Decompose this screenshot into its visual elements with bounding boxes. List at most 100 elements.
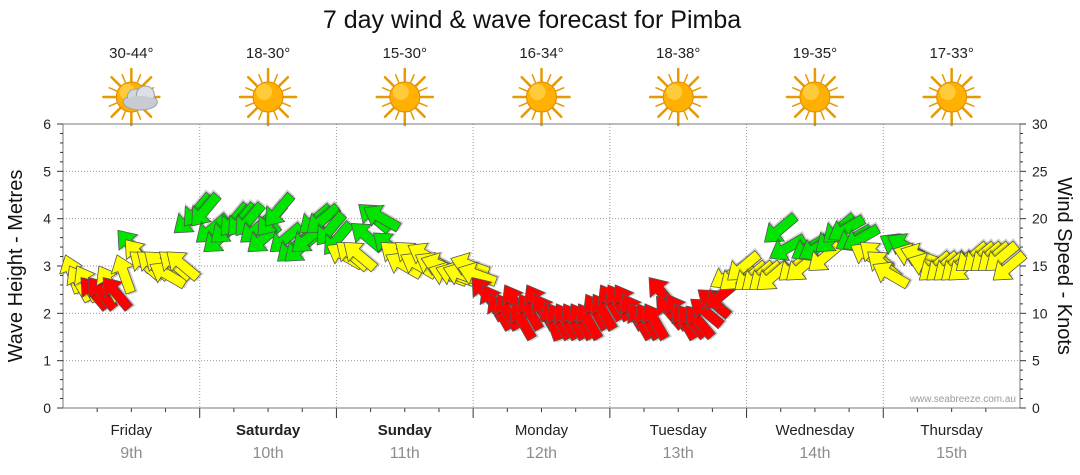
- sun-ray: [546, 74, 552, 83]
- temperature-row: 30-44° 18-30° 15-30° 16-34° 18-38° 19-35° 17-3…: [109, 45, 974, 62]
- sun-ray: [824, 75, 836, 87]
- sun-highlight: [802, 84, 819, 100]
- sun-ray: [531, 111, 537, 120]
- sun-ray: [546, 111, 552, 120]
- wind-arrows: [59, 189, 1028, 343]
- credit-text: www.seabreeze.com.au: [909, 394, 1016, 405]
- sun-cloud-icon: [102, 67, 161, 127]
- sun-ray: [136, 111, 142, 120]
- sun-ray: [957, 74, 962, 83]
- sun-ray: [518, 87, 528, 92]
- wind-arrow: [166, 251, 204, 282]
- day-name: Thursday: [920, 422, 983, 439]
- sun-ray: [683, 111, 689, 120]
- sun-ray: [657, 75, 669, 87]
- sun-highlight: [666, 84, 683, 100]
- sun-ray: [692, 87, 702, 92]
- sun-ray: [381, 87, 391, 92]
- wind-arrow: [110, 254, 139, 296]
- sun-ray: [383, 107, 395, 119]
- sun-ray: [273, 111, 279, 120]
- sun-ray: [518, 102, 528, 107]
- sun-ray: [957, 111, 962, 120]
- sun-icon: [512, 67, 571, 127]
- day-temperature: 19-35°: [793, 45, 837, 62]
- sun-ray: [273, 74, 279, 83]
- wind-arrow: [457, 260, 500, 287]
- sun-ray: [928, 102, 938, 107]
- sun-ray: [282, 87, 291, 92]
- sun-ray: [520, 75, 532, 87]
- sun-icon: [238, 67, 298, 127]
- wind-arrow: [872, 261, 913, 290]
- sun-ray: [108, 102, 118, 107]
- day-name: Saturday: [236, 422, 301, 439]
- day-name: Sunday: [378, 422, 433, 439]
- wind-arrow: [343, 241, 381, 273]
- sun-ray: [110, 107, 122, 119]
- wind-arrow: [769, 231, 808, 261]
- sun-ray: [668, 74, 673, 83]
- right-axis-label: Wind Speed - Knots: [1053, 177, 1075, 355]
- sun-ray: [247, 107, 259, 119]
- sun-ray: [792, 102, 801, 107]
- sun-ray: [410, 111, 415, 120]
- weather-icons-row: [102, 67, 981, 127]
- sun-icon: [648, 67, 708, 127]
- cloud-icon: [122, 85, 158, 111]
- right-tick-label: 25: [1032, 163, 1048, 179]
- left-tick-label: 0: [43, 400, 51, 416]
- sun-ray: [688, 107, 700, 119]
- left-tick-label: 5: [43, 163, 51, 179]
- sun-ray: [383, 75, 395, 87]
- sun-ray: [278, 75, 290, 87]
- sun-ray: [668, 111, 673, 120]
- day-date: 13th: [663, 445, 694, 462]
- right-tick-label: 5: [1032, 353, 1040, 369]
- sun-ray: [793, 107, 805, 119]
- sun-ray: [820, 111, 825, 120]
- day-date: 11th: [390, 445, 420, 462]
- sun-ray: [121, 74, 126, 83]
- sun-ray: [820, 74, 825, 83]
- sun-ray: [141, 75, 153, 87]
- sun-ray: [551, 107, 563, 119]
- sun-ray: [418, 102, 428, 107]
- right-tick-label: 15: [1032, 258, 1048, 274]
- day-temperature: 18-30°: [246, 45, 290, 62]
- sun-ray: [394, 74, 400, 83]
- day-temperature: 18-38°: [656, 45, 700, 62]
- sun-ray: [394, 111, 400, 120]
- sun-ray: [930, 107, 942, 119]
- right-tick-label: 0: [1032, 400, 1040, 416]
- right-tick-label: 30: [1032, 116, 1048, 132]
- day-date: 15th: [936, 445, 967, 462]
- sun-highlight: [939, 84, 956, 100]
- right-axis-ticks: 0 5 10 15 20 25 30: [1020, 116, 1048, 416]
- sun-ray: [258, 111, 263, 120]
- right-tick-label: 10: [1032, 305, 1048, 321]
- sun-ray: [804, 111, 810, 120]
- day-name: Wednesday: [775, 422, 854, 439]
- left-tick-label: 6: [43, 116, 51, 132]
- sun-ray: [108, 87, 118, 92]
- sun-ray: [258, 74, 263, 83]
- sun-ray: [136, 74, 142, 83]
- chart-title: 7 day wind & wave forecast for Pimba: [323, 6, 741, 34]
- sun-ray: [824, 107, 836, 119]
- wind-arrow: [992, 247, 1028, 281]
- sun-ray: [965, 87, 975, 92]
- sun-ray: [828, 102, 838, 107]
- left-axis-label: Wave Height - Metres: [5, 170, 27, 363]
- sun-ray: [828, 87, 838, 92]
- day-temperature: 17-33°: [929, 45, 973, 62]
- left-tick-label: 3: [43, 258, 51, 274]
- sun-ray: [282, 102, 291, 107]
- sun-ray: [551, 75, 563, 87]
- sun-ray: [381, 102, 391, 107]
- sun-ray: [965, 102, 975, 107]
- wind-arrow: [764, 209, 799, 243]
- day-name: Tuesday: [650, 422, 707, 439]
- left-axis-ticks: 0 1 2 3 4 5 6: [43, 116, 63, 416]
- sun-ray: [121, 111, 126, 120]
